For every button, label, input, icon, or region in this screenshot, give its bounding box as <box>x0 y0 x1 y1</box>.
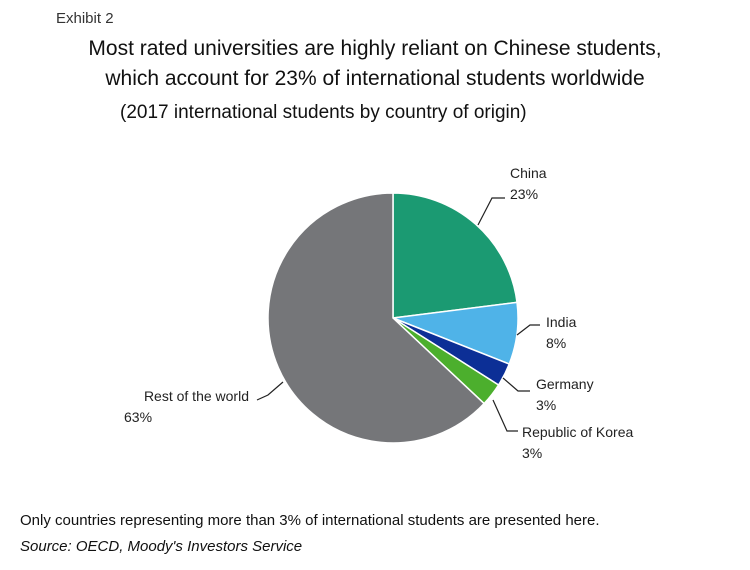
pie-slices <box>267 192 519 444</box>
exhibit-label: Exhibit 2 <box>56 10 114 27</box>
slice-label-china: China <box>510 165 547 181</box>
leader-line-china <box>477 197 505 226</box>
slice-value-republic-of-korea: 3% <box>522 445 542 461</box>
chart-title-line-1: Most rated universities are highly relia… <box>88 37 662 60</box>
pie-labels: China 23% India 8% Germany 3% Republic o… <box>124 165 634 461</box>
pie-slice-rest-of-the-world <box>267 192 486 444</box>
slice-label-republic-of-korea: Republic of Korea <box>522 424 634 440</box>
leader-line-india <box>516 324 540 336</box>
chart-subtitle: (2017 international students by country … <box>120 102 527 123</box>
source-note: Source: OECD, Moody's Investors Service <box>20 538 303 555</box>
leader-line-republic-of-korea <box>492 399 518 432</box>
leader-line-rest-of-the-world <box>256 381 284 401</box>
chart-title-line-2: which account for 23% of international s… <box>105 67 645 90</box>
slice-value-germany: 3% <box>536 397 556 413</box>
slice-value-china: 23% <box>510 186 538 202</box>
slice-value-india: 8% <box>546 335 566 351</box>
slice-label-rest-of-the-world: Rest of the world <box>144 388 249 404</box>
chart-title: Most rated universities are highly relia… <box>0 34 750 94</box>
slice-value-rest-of-the-world: 63% <box>124 409 152 425</box>
pie-slice-china <box>392 192 518 319</box>
leader-line-germany <box>502 377 530 392</box>
footnote: Only countries representing more than 3%… <box>20 512 600 529</box>
slice-label-germany: Germany <box>536 376 594 392</box>
slice-label-india: India <box>546 314 577 330</box>
